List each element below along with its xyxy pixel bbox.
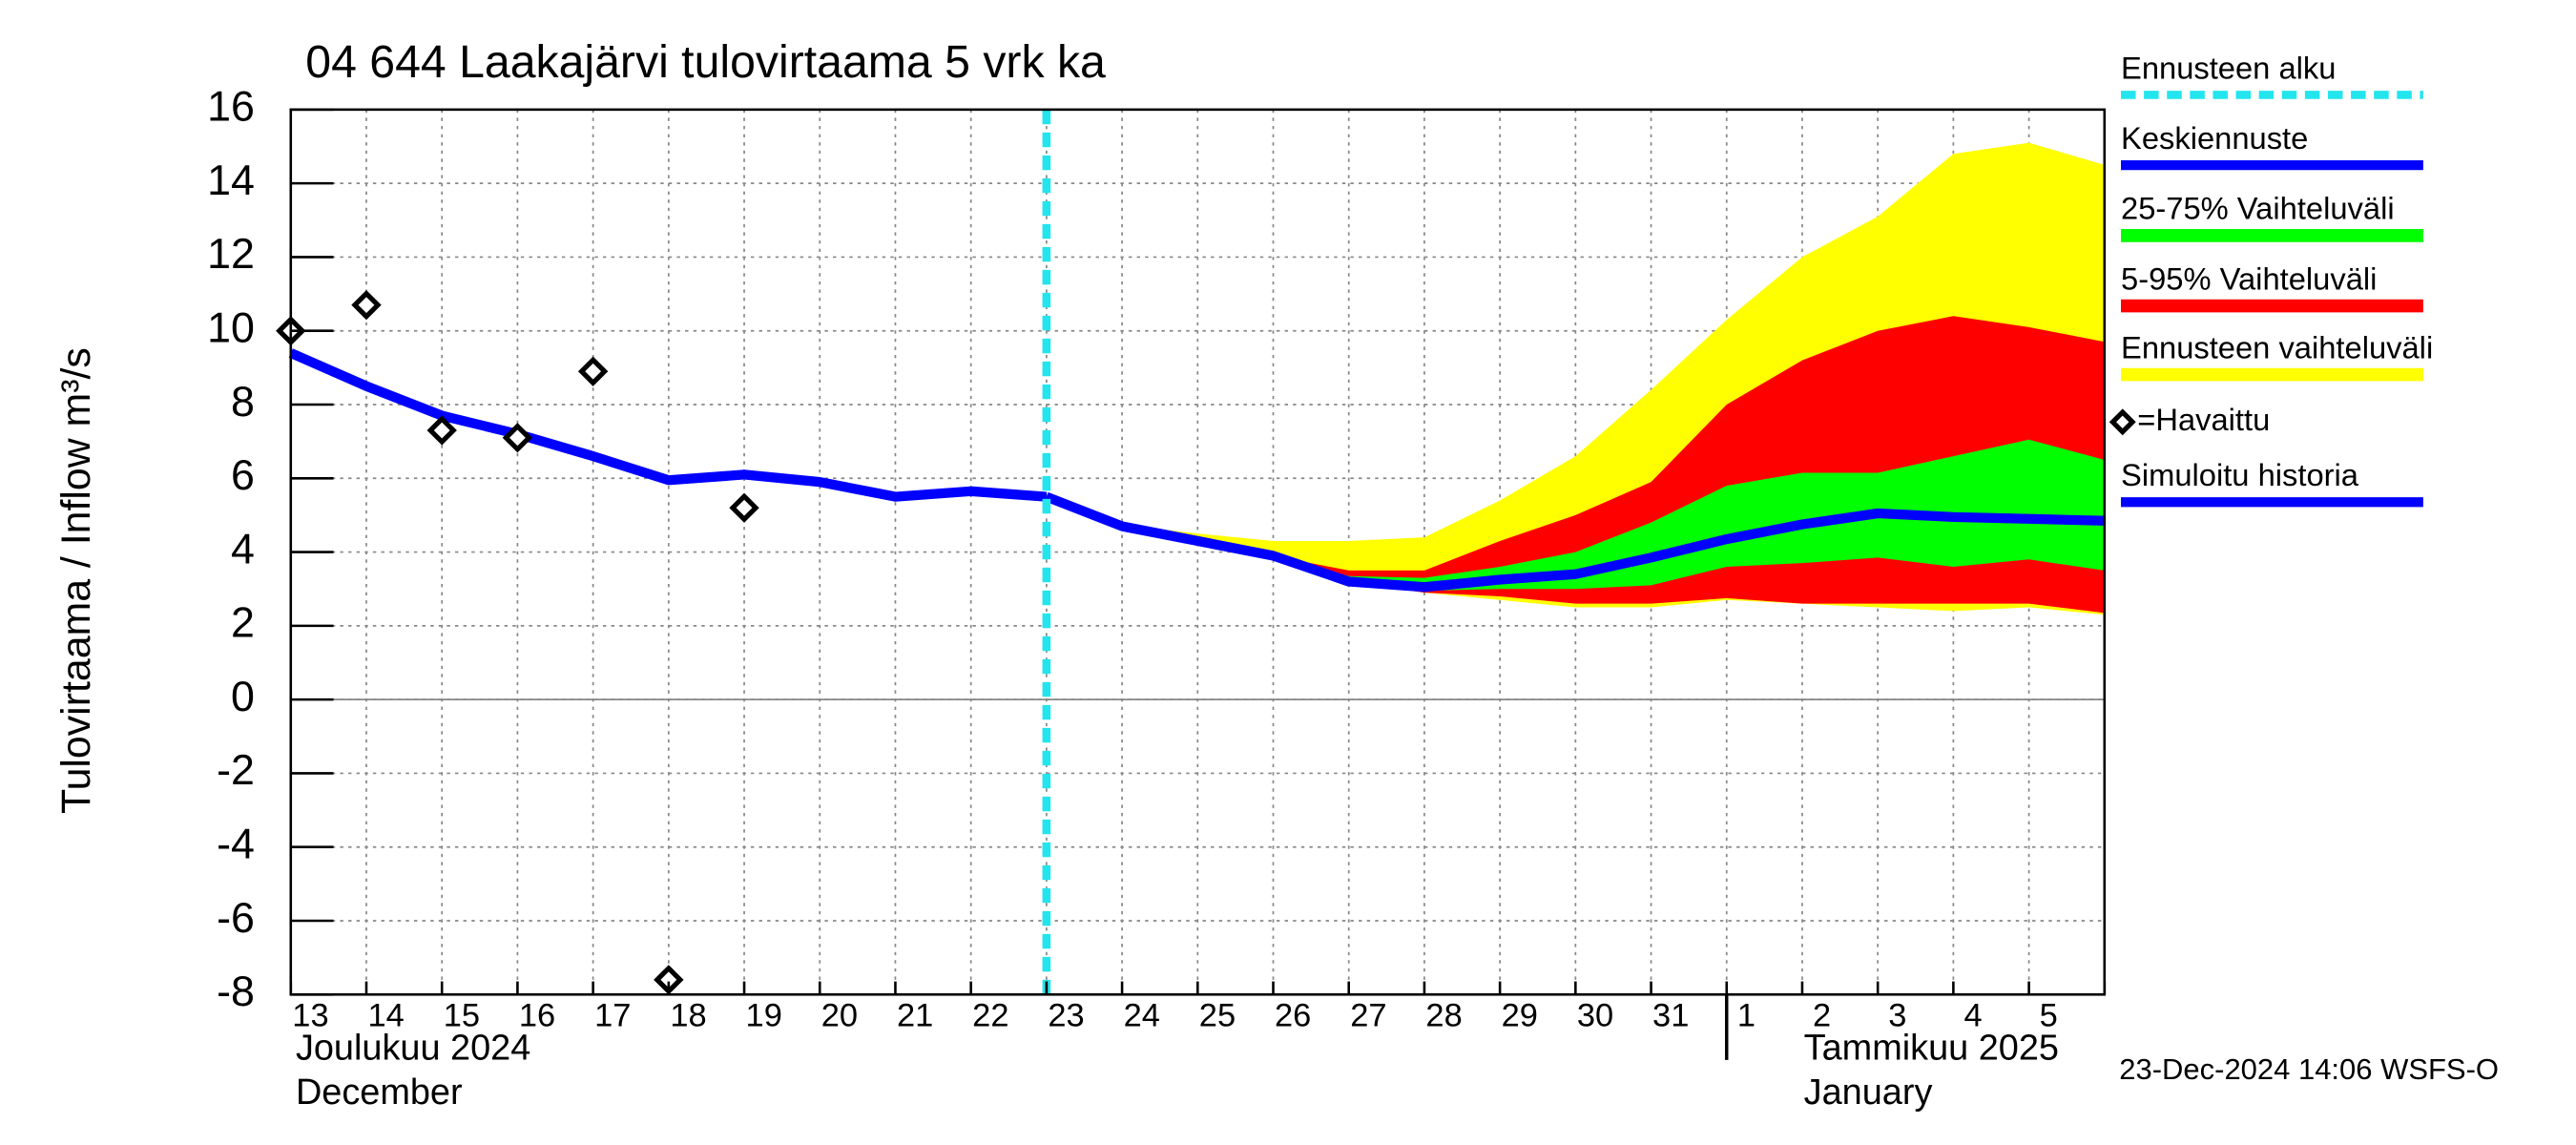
- x-tick-label: 25: [1199, 997, 1236, 1033]
- y-tick-label: 6: [231, 452, 255, 499]
- chart-title: 04 644 Laakajärvi tulovirtaama 5 vrk ka: [305, 36, 1106, 88]
- x-tick-label: 24: [1124, 997, 1160, 1033]
- y-tick-label: 2: [231, 600, 255, 647]
- x-tick-label: 4: [1963, 997, 1982, 1033]
- x-tick-label: 13: [292, 997, 328, 1033]
- y-tick-label: 4: [231, 526, 255, 572]
- legend-label: 25-75% Vaihteluväli: [2121, 191, 2395, 226]
- legend-label: Ennusteen alku: [2121, 50, 2336, 85]
- x-tick-label: 14: [368, 997, 405, 1033]
- band-area: [1046, 439, 2105, 592]
- observed-marker: [577, 356, 609, 386]
- y-tick-label: 12: [207, 231, 255, 278]
- observed-marker: [729, 492, 759, 523]
- month-label: Tammikuu 2025: [1804, 1029, 2059, 1069]
- line: [288, 348, 1048, 502]
- x-tick-label: 18: [670, 997, 706, 1033]
- x-tick-label: 29: [1502, 997, 1538, 1033]
- x-tick-label: 5: [2040, 997, 2058, 1033]
- x-tick-label: 21: [897, 997, 933, 1033]
- x-tick-label: 28: [1425, 997, 1462, 1033]
- y-tick-label: -8: [217, 968, 255, 1015]
- y-tick-label: 8: [231, 379, 255, 426]
- month-label: Joulukuu 2024: [296, 1029, 530, 1069]
- x-tick-label: 2: [1813, 997, 1831, 1033]
- y-tick-label: 14: [207, 157, 255, 204]
- footer: 23-Dec-2024 14:06 WSFS-O: [2119, 1052, 2499, 1086]
- y-tick-label: -4: [217, 822, 255, 868]
- legend-label: 5-95% Vaihteluväli: [2121, 261, 2377, 297]
- x-tick-label: 30: [1577, 997, 1613, 1033]
- y-tick-label: 16: [207, 84, 255, 131]
- x-tick-label: 1: [1737, 997, 1755, 1033]
- observed-marker: [502, 423, 533, 453]
- y-tick-label: -6: [217, 895, 255, 942]
- y-tick-label: 10: [207, 305, 255, 352]
- x-tick-label: 3: [1888, 997, 1906, 1033]
- plot-frame: [289, 108, 2107, 996]
- x-tick-label: 23: [1048, 997, 1084, 1033]
- legend-marker: [2109, 408, 2136, 436]
- observed-marker: [351, 290, 382, 321]
- legend-label: Keskiennuste: [2121, 120, 2308, 156]
- x-tick-label: 20: [821, 997, 858, 1033]
- legend-label: Ennusteen vaihteluväli: [2121, 330, 2433, 365]
- legend-label: =Havaittu: [2137, 402, 2270, 437]
- month-label: January: [1804, 1072, 1933, 1113]
- observed-marker: [426, 415, 457, 446]
- x-tick-label: 17: [594, 997, 631, 1033]
- line: [1044, 491, 2105, 593]
- x-tick-label: 16: [519, 997, 555, 1033]
- legend-label: Simuloitu historia: [2121, 457, 2359, 492]
- month-label: December: [296, 1072, 463, 1113]
- plot-data: [276, 109, 2105, 995]
- x-tick-label: 19: [746, 997, 782, 1033]
- y-tick-label: 0: [231, 674, 255, 720]
- y-axis-label: Tulovirtaama / Inflow m³/s: [53, 347, 99, 814]
- x-tick-label: 27: [1350, 997, 1386, 1033]
- x-tick-label: 22: [972, 997, 1008, 1033]
- x-tick-label: 15: [444, 997, 480, 1033]
- y-tick-label: -2: [217, 747, 255, 794]
- x-tick-label: 26: [1275, 997, 1311, 1033]
- x-tick-label: 31: [1652, 997, 1689, 1033]
